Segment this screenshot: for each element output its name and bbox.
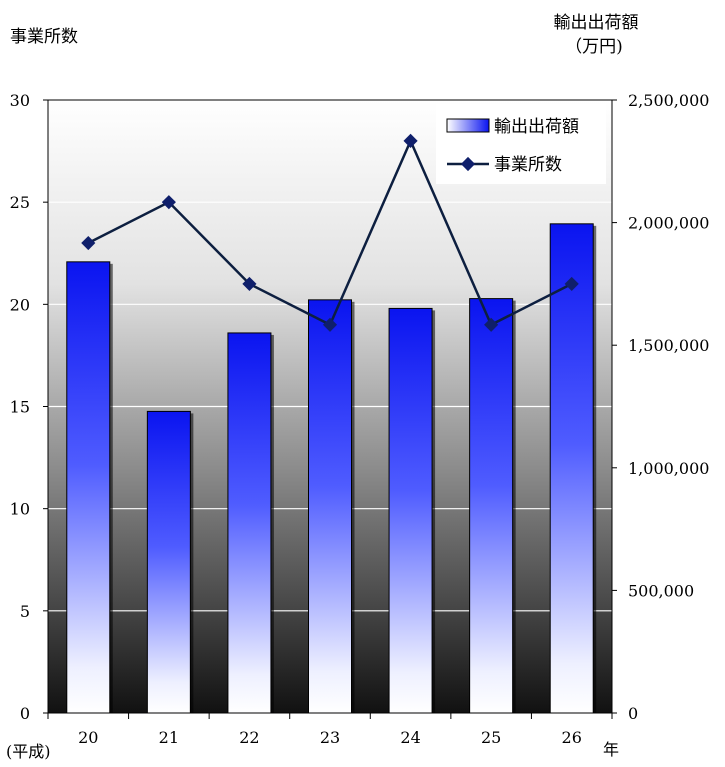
right-axis-title-line2: （万円) [565, 37, 623, 57]
right-tick-label: 2,500,000 [628, 91, 709, 110]
x-axis-prefix-label: (平成) [6, 742, 51, 761]
bar [389, 308, 432, 713]
legend-label-bars: 輸出出荷額 [494, 117, 579, 137]
legend-bar-swatch [447, 119, 489, 132]
x-tick-label: 24 [400, 728, 420, 747]
right-tick-label: 500,000 [628, 581, 694, 600]
left-tick-label: 30 [10, 91, 30, 110]
right-tick-label: 0 [628, 704, 638, 723]
left-axis-title: 事業所数 [10, 27, 78, 47]
right-axis-title-line1: 輸出出荷額 [554, 13, 639, 33]
left-tick-label: 25 [10, 193, 30, 212]
legend-label-line: 事業所数 [494, 155, 562, 175]
x-tick-label: 26 [562, 728, 582, 747]
left-tick-label: 15 [10, 398, 30, 417]
x-tick-label: 21 [159, 728, 179, 747]
x-axis-ticks: 20 21 22 23 24 25 26 [48, 713, 612, 747]
bar [67, 262, 110, 713]
right-tick-label: 1,000,000 [628, 459, 709, 478]
x-tick-label: 23 [320, 728, 340, 747]
bar [228, 333, 271, 713]
left-axis-ticks: 0 5 10 15 20 25 30 [10, 91, 48, 723]
right-tick-label: 2,000,000 [628, 214, 709, 233]
right-axis-ticks: 0 500,000 1,000,000 1,500,000 2,000,000 2,500… [612, 91, 709, 723]
x-tick-label: 22 [239, 728, 259, 747]
bar [550, 224, 593, 713]
legend: 輸出出荷額 事業所数 [436, 104, 606, 184]
x-axis-suffix-label: 年 [603, 740, 619, 759]
x-tick-label: 25 [481, 728, 501, 747]
right-tick-label: 1,500,000 [628, 336, 709, 355]
left-tick-label: 0 [20, 704, 30, 723]
bar [147, 411, 190, 713]
left-tick-label: 20 [10, 295, 30, 314]
left-tick-label: 5 [20, 602, 30, 621]
x-tick-label: 20 [78, 728, 98, 747]
left-tick-label: 10 [10, 500, 30, 519]
bar [309, 300, 352, 713]
bar [470, 299, 513, 713]
